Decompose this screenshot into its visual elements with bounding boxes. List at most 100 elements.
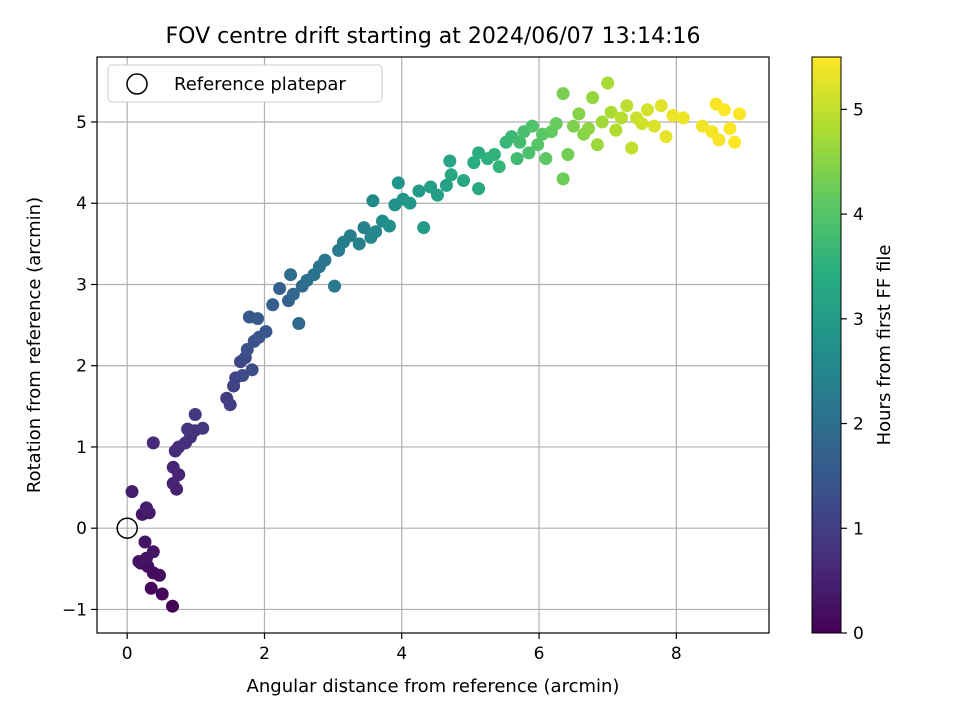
- scatter-point: [318, 253, 332, 267]
- scatter-points: [125, 76, 746, 613]
- y-tick-label: 5: [76, 113, 87, 133]
- scatter-point: [188, 408, 202, 421]
- colorbar-gradient: [811, 56, 842, 634]
- scatter-point: [328, 279, 341, 293]
- scatter-point: [531, 138, 545, 152]
- scatter-point: [286, 287, 300, 301]
- scatter-point: [144, 581, 158, 595]
- scatter-point: [403, 196, 417, 210]
- scatter-point: [146, 545, 160, 559]
- legend-label: Reference platepar: [174, 74, 346, 95]
- scatter-point: [138, 535, 152, 549]
- scatter-point: [676, 111, 690, 125]
- scatter-point: [717, 103, 731, 117]
- scatter-point: [472, 182, 486, 196]
- scatter-point: [647, 119, 661, 133]
- scatter-point: [556, 172, 570, 186]
- scatter-point: [595, 115, 609, 129]
- scatter-point: [601, 76, 615, 90]
- scatter-point: [439, 178, 453, 192]
- colorbar-tick-label: 5: [853, 100, 864, 120]
- scatter-point: [443, 154, 457, 168]
- scatter-point: [369, 225, 383, 239]
- scatter-point: [733, 107, 746, 121]
- scatter-point: [139, 501, 153, 515]
- scatter-point: [155, 587, 169, 601]
- scatter-point: [125, 485, 139, 499]
- y-tick-label: −1: [62, 600, 87, 620]
- scatter-point: [712, 133, 726, 147]
- scatter-point: [614, 111, 628, 125]
- scatter-point: [357, 221, 371, 235]
- y-tick-label: 3: [76, 275, 87, 295]
- scatter-point: [382, 219, 396, 233]
- scatter-point: [609, 123, 623, 137]
- scatter-point: [635, 117, 649, 131]
- scatter-point: [166, 599, 179, 613]
- x-axis-ticks: 0 2 4 6 8: [122, 633, 682, 664]
- y-tick-label: 2: [76, 357, 87, 377]
- chart-title: FOV centre drift starting at 2024/06/07 …: [166, 24, 701, 49]
- scatter-point: [366, 194, 380, 208]
- scatter-point: [659, 130, 673, 144]
- y-tick-label: 0: [76, 519, 87, 539]
- legend: Reference platepar: [107, 64, 383, 103]
- colorbar: 0 1 2 3 4 5 Hours from first FF file: [811, 56, 895, 644]
- scatter-point: [723, 122, 737, 135]
- scatter-point: [457, 174, 470, 187]
- colorbar-tick-label: 4: [853, 205, 864, 225]
- scatter-point: [513, 135, 527, 149]
- scatter-point: [572, 107, 586, 121]
- scatter-point: [604, 105, 618, 119]
- reference-platepar-marker: [116, 517, 138, 539]
- scatter-point: [259, 325, 273, 339]
- scatter-point: [181, 422, 195, 436]
- scatter-point: [539, 152, 553, 166]
- colorbar-tick-label: 2: [853, 415, 864, 435]
- colorbar-label: Hours from first FF file: [874, 245, 895, 446]
- scatter-point: [146, 436, 160, 450]
- legend-box: [107, 64, 383, 103]
- scatter-point: [412, 184, 426, 198]
- y-tick-label: 1: [76, 438, 87, 458]
- colorbar-ticks: 0 1 2 3 4 5: [841, 100, 864, 644]
- y-axis-ticks: −1 0 1 2 3 4 5: [62, 113, 97, 620]
- scatter-point: [654, 99, 668, 113]
- scatter-point: [566, 119, 580, 133]
- scatter-point: [586, 91, 600, 105]
- scatter-point: [590, 138, 604, 152]
- scatter-point: [510, 152, 524, 166]
- scatter-point: [266, 298, 280, 312]
- scatter-point: [467, 156, 481, 170]
- scatter-point: [561, 148, 575, 161]
- x-tick-label: 8: [671, 644, 682, 664]
- scatter-point: [292, 317, 306, 330]
- scatter-point: [245, 363, 259, 377]
- legend-marker-icon: [126, 73, 148, 95]
- scatter-point: [196, 421, 210, 435]
- scatter-point: [556, 87, 570, 101]
- scatter-point: [417, 221, 431, 235]
- scatter-point: [695, 119, 709, 133]
- scatter-point: [343, 229, 357, 243]
- x-tick-label: 4: [396, 644, 407, 664]
- scatter-point: [620, 99, 634, 113]
- scatter-point: [391, 176, 405, 190]
- x-tick-label: 0: [122, 644, 133, 664]
- scatter-point: [582, 122, 595, 135]
- scatter-point: [166, 460, 180, 474]
- colorbar-tick-label: 0: [853, 624, 864, 644]
- scatter-point: [223, 398, 237, 412]
- scatter-point: [625, 141, 639, 155]
- scatter-point: [352, 237, 366, 251]
- scatter-point: [666, 109, 680, 122]
- colorbar-tick-label: 1: [853, 519, 864, 539]
- scatter-point: [487, 148, 501, 161]
- colorbar-tick-label: 3: [853, 310, 864, 330]
- scatter-point: [251, 312, 265, 326]
- scatter-point: [525, 119, 539, 133]
- y-tick-label: 4: [76, 194, 87, 214]
- scatter-point: [284, 268, 298, 282]
- scatter-point: [549, 117, 563, 131]
